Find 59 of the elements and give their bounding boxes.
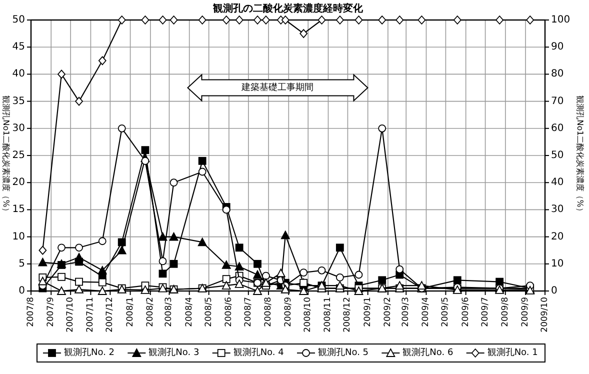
x-tick-label: 2009/10	[540, 297, 550, 332]
x-tick-label: 2007/11	[86, 297, 96, 332]
x-tick-label: 2008/10	[303, 297, 314, 332]
x-tick-label: 2009/4	[421, 297, 432, 327]
legend-label: 観測孔No. 1	[487, 347, 538, 358]
x-tick-label: 2008/8	[264, 297, 274, 327]
x-tick-label: 2009/2	[382, 297, 393, 327]
x-tick-label: 2008/2	[145, 297, 156, 327]
y2-tick-label: 40	[551, 177, 564, 188]
y-axis-title: 観測孔No1二酸化炭素濃度（%）	[2, 96, 10, 216]
y-tick-label: 35	[12, 96, 25, 107]
y-tick-label: 50	[12, 14, 25, 26]
y-tick-label: 20	[12, 177, 25, 188]
x-tick-label: 2009/6	[460, 297, 471, 327]
legend-label: 観測孔No. 4	[233, 347, 284, 358]
annotation: 建築基礎工事期間	[240, 82, 314, 93]
y2-tick-label: 20	[551, 231, 564, 242]
x-tick-label: 2009/7	[480, 297, 490, 327]
chart-title: 観測孔の二酸化炭素濃度経時変化	[212, 2, 364, 14]
x-tick-label: 2007/10	[66, 297, 76, 332]
legend-label: 観測孔No. 2	[64, 347, 115, 358]
y2-tick-label: 30	[551, 204, 564, 216]
y-tick-label: 25	[12, 150, 25, 161]
y-tick-label: 30	[12, 122, 25, 134]
y-tick-label: 0	[18, 286, 25, 296]
x-tick-label: 2008/4	[184, 297, 194, 327]
x-tick-label: 2009/1	[362, 297, 373, 327]
y-tick-label: 45	[12, 42, 25, 53]
x-tick-label: 2008/5	[204, 297, 214, 327]
y2-axis-title: 観測孔No1二酸化炭素濃度（%）	[576, 96, 584, 216]
x-tick-label: 2007/9	[46, 297, 56, 327]
y-tick-label: 40	[12, 68, 25, 80]
y2-tick-label: 50	[551, 150, 564, 161]
x-tick-label: 2008/12	[342, 297, 353, 332]
y2-tick-label: 60	[551, 122, 564, 134]
y2-tick-label: 10	[551, 258, 564, 270]
legend-label: 観測孔No. 5	[318, 347, 369, 358]
x-tick-label: 2008/11	[323, 297, 334, 332]
y2-tick-label: 80	[551, 68, 564, 80]
x-tick-label: 2007/12	[105, 297, 116, 332]
x-tick-label: 2008/3	[164, 297, 174, 327]
x-tick-label: 2009/9	[520, 297, 531, 327]
y-tick-label: 10	[12, 231, 25, 242]
y2-tick-label: 70	[551, 96, 564, 107]
y2-tick-label: 90	[551, 42, 564, 53]
x-tick-label: 2009/3	[401, 297, 412, 327]
y-tick-label: 5	[18, 258, 25, 270]
x-tick-label: 2008/1	[125, 297, 136, 327]
y2-tick-label: 0	[551, 286, 558, 296]
x-tick-label: 2008/9	[284, 297, 294, 327]
y-tick-label: 15	[12, 204, 25, 216]
x-tick-label: 2007/8	[26, 297, 36, 327]
legend-label: 観測孔No. 6	[402, 347, 454, 358]
x-tick-label: 2009/8	[500, 297, 510, 327]
x-tick-label: 2008/6	[224, 297, 234, 327]
legend-label: 観測孔No. 3	[148, 347, 200, 358]
x-tick-label: 2008/7	[243, 297, 254, 327]
x-tick-label: 2009/5	[440, 297, 451, 327]
y2-tick-label: 100	[551, 14, 570, 26]
